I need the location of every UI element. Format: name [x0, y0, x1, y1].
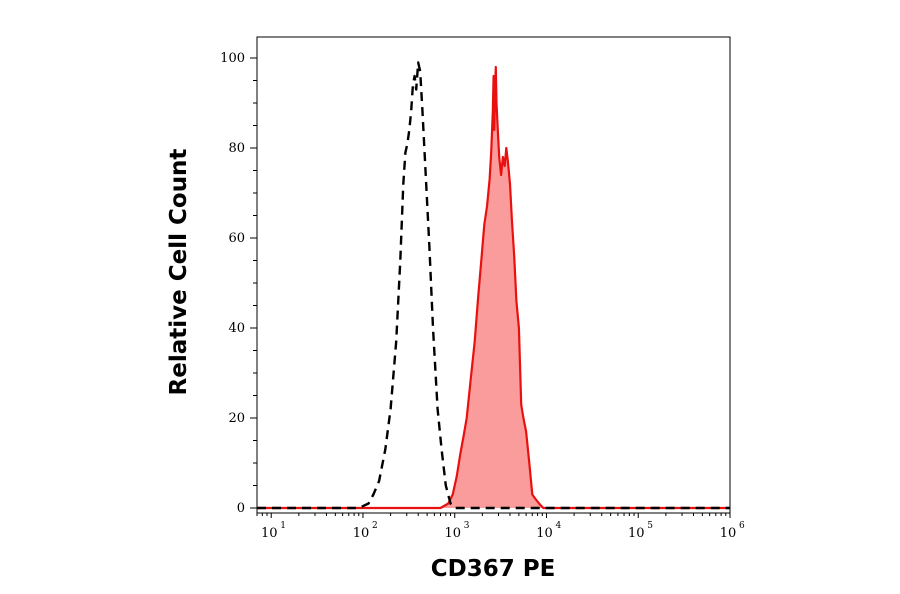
x-tick-label: 10	[720, 526, 737, 541]
x-axis-title: CD367 PE	[431, 556, 556, 582]
y-tick-label: 20	[228, 411, 245, 426]
x-tick-label: 10	[628, 526, 645, 541]
x-tick-exponent: 4	[555, 521, 561, 531]
y-axis-title: Relative Cell Count	[166, 149, 192, 396]
x-tick-label: 10	[536, 526, 553, 541]
plot-frame	[256, 36, 731, 514]
y-tick-label: 60	[228, 231, 245, 246]
x-tick-label: 10	[261, 526, 278, 541]
stained-histogram-line	[257, 65, 730, 510]
x-tick-exponent: 1	[280, 521, 286, 531]
x-tick-exponent: 3	[464, 521, 470, 531]
y-tick-label: 80	[228, 141, 245, 156]
x-axis-ticks: 10 1 10 2 10 3 10 4 10 5 10 6	[256, 513, 745, 541]
control-histogram-line	[257, 61, 730, 510]
x-tick-exponent: 6	[739, 521, 745, 531]
series-fill-area	[257, 67, 730, 508]
x-tick-label: 10	[444, 526, 461, 541]
x-tick-label: 10	[353, 526, 370, 541]
y-tick-label: 40	[228, 321, 245, 336]
y-axis-ticks: 0 20 40 60 80 100	[220, 51, 257, 516]
y-tick-label: 0	[237, 501, 245, 516]
series-layer	[257, 61, 730, 510]
x-tick-exponent: 2	[372, 521, 378, 531]
x-tick-exponent: 5	[647, 521, 653, 531]
y-tick-label: 100	[220, 51, 245, 66]
